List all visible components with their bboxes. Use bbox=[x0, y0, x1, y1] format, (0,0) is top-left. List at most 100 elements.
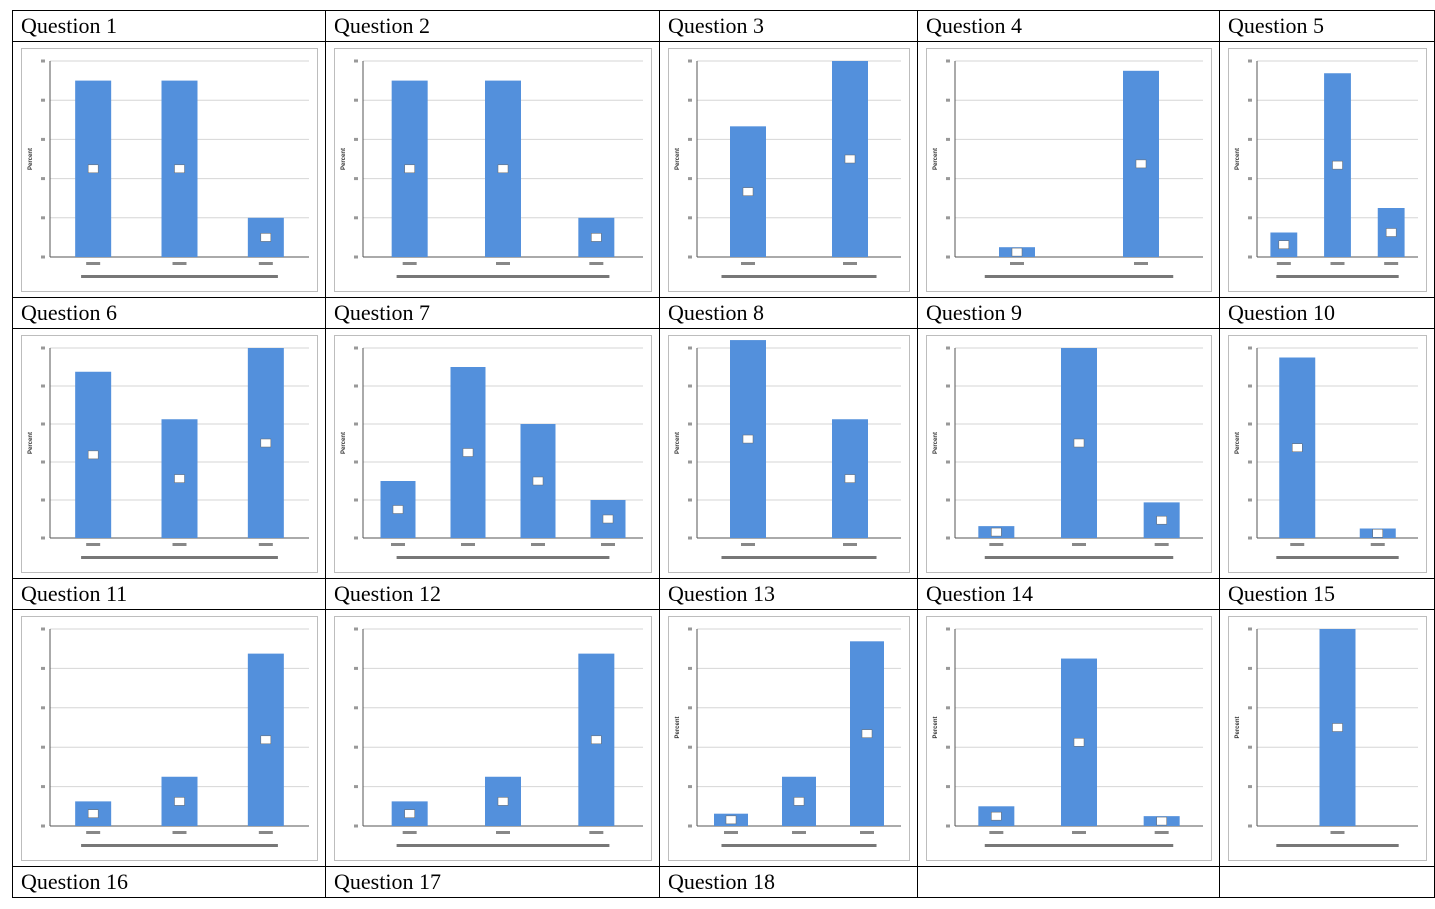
category-tick-label bbox=[531, 543, 545, 546]
bar-data-label bbox=[87, 450, 99, 460]
y-tick bbox=[41, 422, 45, 426]
y-tick bbox=[688, 384, 692, 388]
x-axis-caption bbox=[984, 275, 1174, 278]
y-tick bbox=[354, 785, 358, 789]
category-tick-label bbox=[172, 543, 187, 546]
category-tick-label bbox=[843, 543, 857, 546]
chart-cell: Percent bbox=[13, 329, 326, 579]
y-tick bbox=[1248, 422, 1252, 426]
y-tick bbox=[354, 216, 358, 220]
y-tick bbox=[1248, 384, 1252, 388]
question-label: Question 17 bbox=[334, 869, 441, 894]
y-tick bbox=[41, 216, 45, 220]
chart-cell: Percent bbox=[1220, 610, 1435, 867]
category-tick-label bbox=[792, 831, 806, 834]
category-tick-label bbox=[402, 262, 417, 265]
y-tick bbox=[688, 346, 692, 350]
y-tick bbox=[1248, 460, 1252, 464]
y-tick bbox=[41, 384, 45, 388]
question-label: Question 18 bbox=[668, 869, 775, 894]
y-tick bbox=[688, 536, 692, 540]
category-tick-label bbox=[989, 543, 1004, 546]
y-axis-label: Percent bbox=[675, 432, 681, 454]
bar-chart-11 bbox=[41, 627, 309, 847]
y-tick bbox=[688, 216, 692, 220]
chart-cell: Percent bbox=[918, 42, 1220, 298]
y-tick bbox=[946, 460, 950, 464]
x-axis-caption bbox=[721, 556, 877, 559]
y-axis-label: Percent bbox=[933, 716, 939, 738]
category-tick-label bbox=[496, 831, 510, 834]
y-tick bbox=[354, 460, 358, 464]
y-tick bbox=[354, 137, 358, 141]
chart-frame: Percent bbox=[926, 48, 1212, 292]
y-tick bbox=[688, 706, 692, 710]
bar-data-label bbox=[404, 809, 415, 818]
category-tick-label bbox=[1330, 262, 1345, 265]
question-label-cell: Question 15 bbox=[1220, 579, 1435, 610]
bar-data-label bbox=[260, 438, 272, 448]
y-tick bbox=[354, 706, 358, 710]
y-axis-label: Percent bbox=[675, 716, 681, 738]
question-label: Question 16 bbox=[21, 869, 128, 894]
y-tick bbox=[41, 785, 45, 789]
y-tick bbox=[946, 255, 950, 259]
category-tick-label bbox=[258, 543, 273, 546]
question-label-cell: Question 9 bbox=[918, 298, 1220, 329]
bar-data-label bbox=[392, 505, 404, 514]
question-label: Question 13 bbox=[668, 581, 775, 606]
category-tick-label bbox=[860, 831, 874, 834]
bar-chart-4: Percent bbox=[933, 59, 1203, 278]
category-tick-label bbox=[741, 262, 755, 265]
x-axis-caption bbox=[396, 556, 610, 559]
y-tick bbox=[41, 627, 45, 631]
chart-frame bbox=[334, 616, 652, 861]
y-tick bbox=[946, 824, 950, 828]
chart-frame: Percent bbox=[668, 335, 910, 573]
bar-data-label bbox=[532, 476, 544, 486]
y-tick bbox=[946, 536, 950, 540]
question-label-cell bbox=[918, 867, 1220, 898]
y-tick bbox=[354, 627, 358, 631]
bar-chart-7: Percent bbox=[341, 346, 643, 559]
y-tick bbox=[946, 384, 950, 388]
category-tick-label bbox=[172, 831, 187, 834]
bar-data-label bbox=[497, 164, 509, 174]
chart-frame: Percent bbox=[926, 616, 1212, 861]
y-tick bbox=[946, 498, 950, 502]
bar-data-label bbox=[742, 187, 754, 196]
y-tick bbox=[946, 422, 950, 426]
category-tick-label bbox=[1384, 262, 1399, 265]
y-tick bbox=[354, 745, 358, 749]
y-axis-label: Percent bbox=[933, 432, 939, 454]
category-tick-label bbox=[461, 543, 475, 546]
question-label: Question 5 bbox=[1228, 13, 1324, 38]
bar-data-label bbox=[602, 514, 614, 524]
category-tick-label bbox=[1134, 262, 1148, 265]
bar-data-label bbox=[87, 164, 99, 174]
chart-cell: Percent bbox=[660, 329, 918, 579]
y-tick bbox=[688, 785, 692, 789]
question-label-cell: Question 12 bbox=[326, 579, 660, 610]
x-axis-caption bbox=[81, 556, 278, 559]
question-label-cell: Question 1 bbox=[13, 11, 326, 42]
category-tick-label bbox=[86, 262, 101, 265]
bar-data-label bbox=[1332, 160, 1343, 170]
chart-cell bbox=[13, 610, 326, 867]
category-tick-label bbox=[1370, 543, 1385, 546]
y-tick bbox=[1248, 536, 1252, 540]
y-tick bbox=[1248, 745, 1252, 749]
y-tick bbox=[1248, 177, 1252, 181]
y-tick bbox=[1248, 785, 1252, 789]
y-tick bbox=[946, 785, 950, 789]
chart-cell: Percent bbox=[13, 42, 326, 298]
y-tick bbox=[946, 216, 950, 220]
chart-frame: Percent bbox=[926, 335, 1212, 573]
bar-data-label bbox=[87, 809, 99, 818]
question-label-cell: Question 17 bbox=[326, 867, 660, 898]
y-tick bbox=[946, 98, 950, 102]
bar-data-label bbox=[793, 797, 805, 806]
question-label-cell: Question 14 bbox=[918, 579, 1220, 610]
category-tick-label bbox=[1072, 831, 1086, 834]
bar-data-label bbox=[462, 448, 474, 457]
